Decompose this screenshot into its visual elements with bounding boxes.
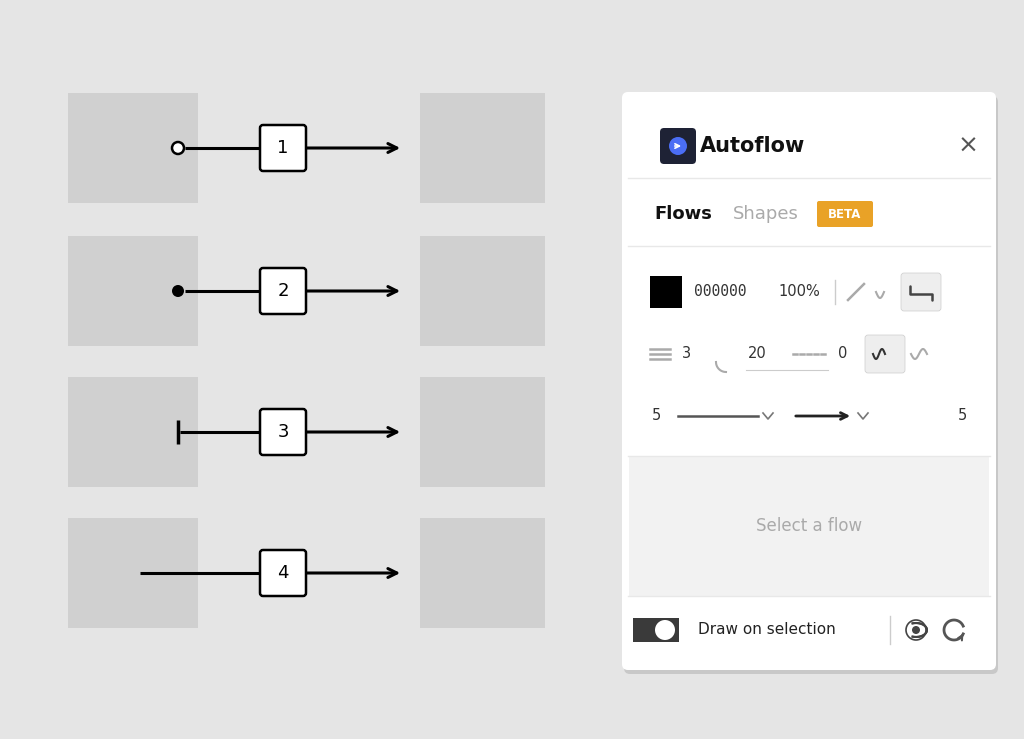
Text: 100%: 100% (778, 285, 820, 299)
Bar (68, 93, 198, 203)
Text: 4: 4 (278, 564, 289, 582)
Circle shape (655, 620, 675, 640)
Circle shape (669, 137, 687, 155)
Text: Select a flow: Select a flow (756, 517, 862, 535)
Text: Shapes: Shapes (733, 205, 799, 223)
FancyBboxPatch shape (624, 96, 998, 674)
FancyBboxPatch shape (901, 273, 941, 311)
FancyBboxPatch shape (865, 335, 905, 373)
Text: 0: 0 (838, 347, 848, 361)
Text: 000000: 000000 (694, 285, 746, 299)
Text: 2: 2 (278, 282, 289, 300)
Text: Draw on selection: Draw on selection (698, 622, 836, 638)
FancyBboxPatch shape (622, 92, 996, 670)
Bar (629, 456, 989, 596)
Circle shape (172, 285, 184, 297)
Text: Flows: Flows (654, 205, 712, 223)
Circle shape (912, 626, 920, 634)
FancyBboxPatch shape (817, 201, 873, 227)
Text: BETA: BETA (828, 208, 861, 220)
FancyBboxPatch shape (260, 268, 306, 314)
Text: 20: 20 (748, 347, 767, 361)
Bar (420, 93, 545, 203)
FancyBboxPatch shape (260, 125, 306, 171)
Text: 3: 3 (682, 347, 691, 361)
Bar (420, 236, 545, 346)
Bar (68, 377, 198, 487)
Bar (68, 236, 198, 346)
Bar (420, 377, 545, 487)
Text: 1: 1 (278, 139, 289, 157)
Text: 5: 5 (957, 409, 967, 423)
Text: Autoflow: Autoflow (700, 136, 805, 156)
FancyBboxPatch shape (660, 128, 696, 164)
Text: ×: × (957, 134, 979, 158)
FancyBboxPatch shape (260, 409, 306, 455)
Bar (420, 518, 545, 628)
Bar (650, 276, 682, 308)
Text: 5: 5 (651, 409, 660, 423)
FancyBboxPatch shape (260, 550, 306, 596)
Bar (68, 518, 198, 628)
Text: 3: 3 (278, 423, 289, 441)
Circle shape (172, 142, 184, 154)
FancyBboxPatch shape (633, 618, 679, 642)
